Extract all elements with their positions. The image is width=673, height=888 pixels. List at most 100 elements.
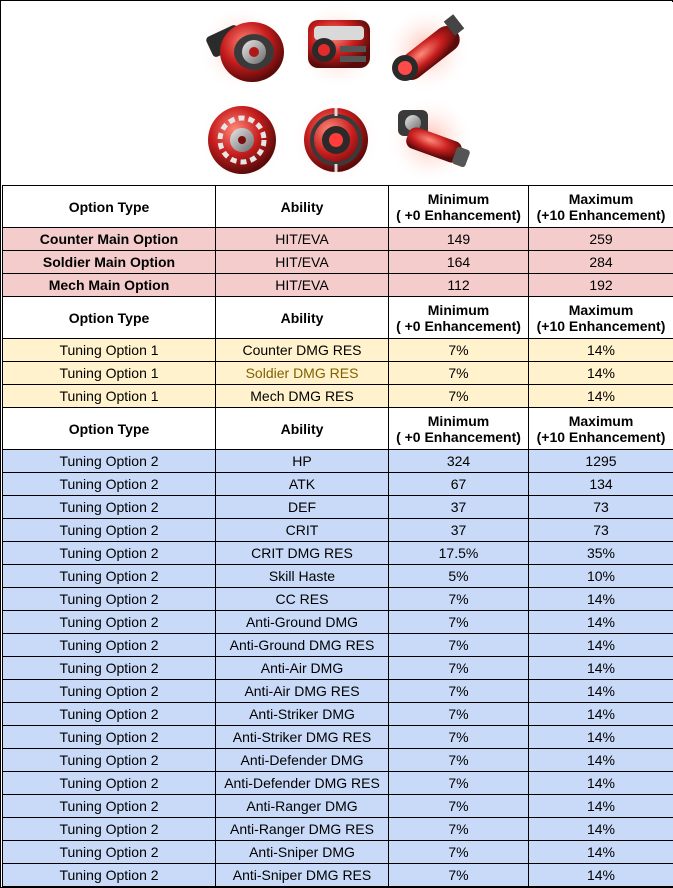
option-type-cell: Tuning Option 2 [2,541,216,565]
minimum-cell: 17.5% [388,541,529,565]
minimum-cell: 37 [388,518,529,542]
header-ability: Ability [215,407,389,450]
header-option-type: Option Type [2,185,216,228]
maximum-cell: 14% [528,679,673,703]
option-type-cell: Tuning Option 1 [2,384,216,408]
option-type-cell: Tuning Option 2 [2,748,216,772]
ability-cell: HIT/EVA [215,273,389,297]
maximum-cell: 14% [528,771,673,795]
minimum-cell: 67 [388,472,529,496]
ability-cell: Anti-Sniper DMG RES [215,863,389,887]
targeting-orb-icon [292,96,380,184]
table-row: Tuning Option 2 Anti-Defender DMG 7% 14% [2,748,673,772]
header-maximum-label: Maximum [568,301,634,318]
header-minimum-sub: ( +0 Enhancement) [396,317,521,334]
maximum-cell: 1295 [528,449,673,473]
table-row: Tuning Option 2 ATK 67 134 [2,472,673,496]
option-type-cell: Tuning Option 2 [2,587,216,611]
table-row: Tuning Option 2 CRIT DMG RES 17.5% 35% [2,541,673,565]
header-maximum-label: Maximum [568,190,634,207]
ability-cell: Soldier DMG RES [215,361,389,385]
table-row: Tuning Option 2 Anti-Ranger DMG RES 7% 14% [2,817,673,841]
ability-cell: Anti-Ranger DMG [215,794,389,818]
header-option-type: Option Type [2,407,216,450]
table-row: Tuning Option 2 Skill Haste 5% 10% [2,564,673,588]
minimum-cell: 7% [388,633,529,657]
table-row: Tuning Option 2 Anti-Ground DMG 7% 14% [2,610,673,634]
header-minimum-label: Minimum [427,412,490,429]
minimum-cell: 7% [388,748,529,772]
header-minimum-label: Minimum [427,301,490,318]
option-type-cell: Tuning Option 2 [2,518,216,542]
header-maximum-sub: (+10 Enhancement) [536,206,666,223]
maximum-cell: 73 [528,518,673,542]
minimum-cell: 7% [388,679,529,703]
table-row: Tuning Option 2 CRIT 37 73 [2,518,673,542]
table-row: Counter Main Option HIT/EVA 149 259 [2,227,673,251]
maximum-cell: 35% [528,541,673,565]
minimum-cell: 112 [388,273,529,297]
minimum-cell: 7% [388,840,529,864]
maximum-cell: 259 [528,227,673,251]
option-type-cell: Tuning Option 2 [2,840,216,864]
maximum-cell: 14% [528,794,673,818]
maximum-cell: 14% [528,384,673,408]
header-option-type: Option Type [2,296,216,339]
header-minimum-sub: ( +0 Enhancement) [396,428,521,445]
header-maximum-sub: (+10 Enhancement) [536,428,666,445]
table-row: Tuning Option 1 Counter DMG RES 7% 14% [2,338,673,362]
ability-cell: Anti-Ground DMG [215,610,389,634]
table-row: Tuning Option 2 Anti-Air DMG RES 7% 14% [2,679,673,703]
maximum-cell: 14% [528,817,673,841]
table-row: Tuning Option 2 DEF 37 73 [2,495,673,519]
minimum-cell: 7% [388,338,529,362]
minimum-cell: 7% [388,384,529,408]
header-maximum-label: Maximum [568,412,634,429]
table-row: Tuning Option 1 Mech DMG RES 7% 14% [2,384,673,408]
table-row: Tuning Option 2 Anti-Ground DMG RES 7% 14% [2,633,673,657]
ability-cell: Skill Haste [215,564,389,588]
table-row: Tuning Option 2 Anti-Air DMG 7% 14% [2,656,673,680]
header-maximum: Maximum (+10 Enhancement) [528,407,673,450]
option-type-cell: Soldier Main Option [2,250,216,274]
ability-cell: Counter DMG RES [215,338,389,362]
header-minimum: Minimum( +0 Enhancement) [388,296,529,339]
header-ability: Ability [215,296,389,339]
maximum-cell: 14% [528,748,673,772]
maximum-cell: 14% [528,587,673,611]
gear-icon-banner [2,2,673,185]
minimum-cell: 7% [388,771,529,795]
ability-cell: CC RES [215,587,389,611]
ability-cell: Anti-Ranger DMG RES [215,817,389,841]
minimum-cell: 149 [388,227,529,251]
ability-cell: Anti-Defender DMG [215,748,389,772]
maximum-cell: 14% [528,610,673,634]
option-type-cell: Tuning Option 2 [2,725,216,749]
header-row: Option Type Ability Minimum( +0 Enhancem… [2,185,673,228]
maximum-cell: 10% [528,564,673,588]
ability-cell: Anti-Sniper DMG [215,840,389,864]
minimum-cell: 164 [388,250,529,274]
ability-cell: Mech DMG RES [215,384,389,408]
ability-cell: CRIT [215,518,389,542]
ability-cell: ATK [215,472,389,496]
option-type-cell: Tuning Option 2 [2,495,216,519]
ability-cell: Anti-Air DMG RES [215,679,389,703]
gear-sphere-icon [198,96,286,184]
option-type-cell: Tuning Option 2 [2,679,216,703]
maximum-cell: 14% [528,725,673,749]
option-type-cell: Tuning Option 2 [2,817,216,841]
minimum-cell: 7% [388,361,529,385]
maximum-cell: 14% [528,361,673,385]
header-maximum-sub: (+10 Enhancement) [536,317,666,334]
minimum-cell: 7% [388,656,529,680]
ability-cell: HIT/EVA [215,250,389,274]
table-row: Tuning Option 2 Anti-Sniper DMG RES 7% 14% [2,863,673,887]
maximum-cell: 284 [528,250,673,274]
option-type-cell: Tuning Option 2 [2,794,216,818]
table-row: Soldier Main Option HIT/EVA 164 284 [2,250,673,274]
option-type-cell: Tuning Option 2 [2,610,216,634]
laser-cannon-icon [383,6,471,94]
maximum-cell: 14% [528,338,673,362]
maximum-cell: 134 [528,472,673,496]
